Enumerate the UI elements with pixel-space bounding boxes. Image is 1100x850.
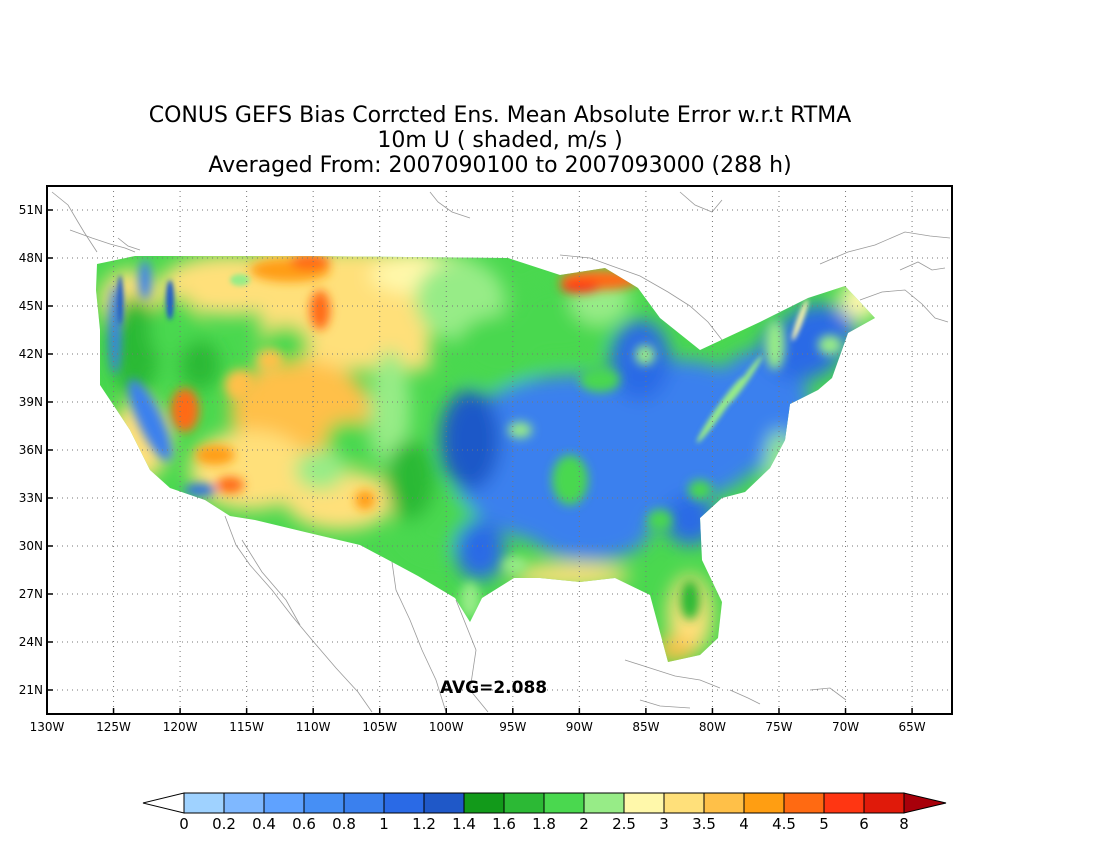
colorbar-swatch [823, 792, 865, 814]
colorbar-swatch [463, 792, 505, 814]
colorbar-swatch [343, 792, 385, 814]
lon-tick-label: 80W [699, 720, 726, 734]
colorbar-swatch [743, 792, 785, 814]
colorbar-swatch [623, 792, 665, 814]
colorbar-swatch [303, 792, 345, 814]
colorbar-label: 3.5 [692, 815, 716, 833]
colorbar-label: 2.5 [612, 815, 636, 833]
lat-tick-label: 30N [19, 539, 43, 553]
colorbar-label: 3 [659, 815, 669, 833]
colorbar-swatch [663, 792, 705, 814]
lat-tick-label: 36N [19, 443, 43, 457]
coastline-outlines [51, 191, 951, 713]
colorbar-label: 1.4 [452, 815, 476, 833]
title-line-3: Averaged From: 2007090100 to 2007093000 … [208, 153, 792, 178]
colorbar-swatch [783, 792, 825, 814]
colorbar-label: 1.8 [532, 815, 556, 833]
lat-tick-label: 48N [19, 251, 43, 265]
colorbar-label: 1 [379, 815, 389, 833]
colorbar-swatch [503, 792, 545, 814]
colorbar-swatch [863, 792, 905, 814]
colorbar-label: 6 [859, 815, 869, 833]
colorbar-over-arrow [903, 792, 947, 814]
lat-tick-label: 39N [19, 395, 43, 409]
lon-tick-label: 75W [765, 720, 792, 734]
lon-tick-label: 130W [30, 720, 65, 734]
title-line-2: 10m U ( shaded, m/s ) [377, 128, 623, 153]
colorbar-label: 2 [579, 815, 589, 833]
colorbar-swatch [543, 792, 585, 814]
lon-tick-label: 115W [229, 720, 264, 734]
colorbar-swatch [263, 792, 305, 814]
lon-tick-label: 90W [566, 720, 593, 734]
lat-tick-label: 45N [19, 299, 43, 313]
lon-tick-label: 100W [429, 720, 464, 734]
lon-tick-label: 105W [362, 720, 397, 734]
lat-tick-label: 24N [19, 635, 43, 649]
colorbar-label: 0.8 [332, 815, 356, 833]
longitude-axis: 130W 125W 120W 115W 110W 105W 100W 95W 90W 85W 80W… [30, 708, 926, 734]
lat-tick-label: 51N [19, 203, 43, 217]
latitude-axis: 51N 48N 45N 42N 39N 36N 33N 30N 27N 24N 21N [19, 203, 53, 697]
lon-tick-label: 110W [296, 720, 331, 734]
colorbar-label: 8 [899, 815, 909, 833]
colorbar-label: 0.6 [292, 815, 316, 833]
lon-tick-label: 65W [899, 720, 926, 734]
lat-tick-label: 21N [19, 683, 43, 697]
avg-annotation: AVG=2.088 [440, 678, 547, 698]
lon-tick-label: 125W [96, 720, 131, 734]
lon-tick-label: 95W [499, 720, 526, 734]
colorbar-swatch [383, 792, 425, 814]
colorbar-label: 4 [739, 815, 749, 833]
lon-tick-label: 85W [632, 720, 659, 734]
colorbar-swatch [703, 792, 745, 814]
colorbar-label: 1.6 [492, 815, 516, 833]
map-title: CONUS GEFS Bias Corrcted Ens. Mean Absol… [0, 103, 1000, 178]
lat-tick-label: 27N [19, 587, 43, 601]
lat-tick-label: 33N [19, 491, 43, 505]
colorbar-label: 5 [819, 815, 829, 833]
colorbar-label: 0.4 [252, 815, 276, 833]
colorbar-label: 1.2 [412, 815, 436, 833]
grid-lines [47, 186, 952, 714]
colorbar: 0 0.2 0.4 0.6 0.8 1 1.2 1.4 1.6 1.8 2 2.5 3 3.5 4 4.5 5 6… [142, 792, 947, 833]
colorbar-swatch [223, 792, 265, 814]
colorbar-label: 4.5 [772, 815, 796, 833]
colorbar-under-arrow [142, 792, 185, 814]
lon-tick-label: 120W [163, 720, 198, 734]
colorbar-swatch [183, 792, 225, 814]
colorbar-swatch [583, 792, 625, 814]
lon-tick-label: 70W [832, 720, 859, 734]
colorbar-label: 0 [179, 815, 189, 833]
colorbar-swatch [423, 792, 465, 814]
colorbar-label: 0.2 [212, 815, 236, 833]
title-line-1: CONUS GEFS Bias Corrcted Ens. Mean Absol… [148, 103, 852, 128]
lat-tick-label: 42N [19, 347, 43, 361]
